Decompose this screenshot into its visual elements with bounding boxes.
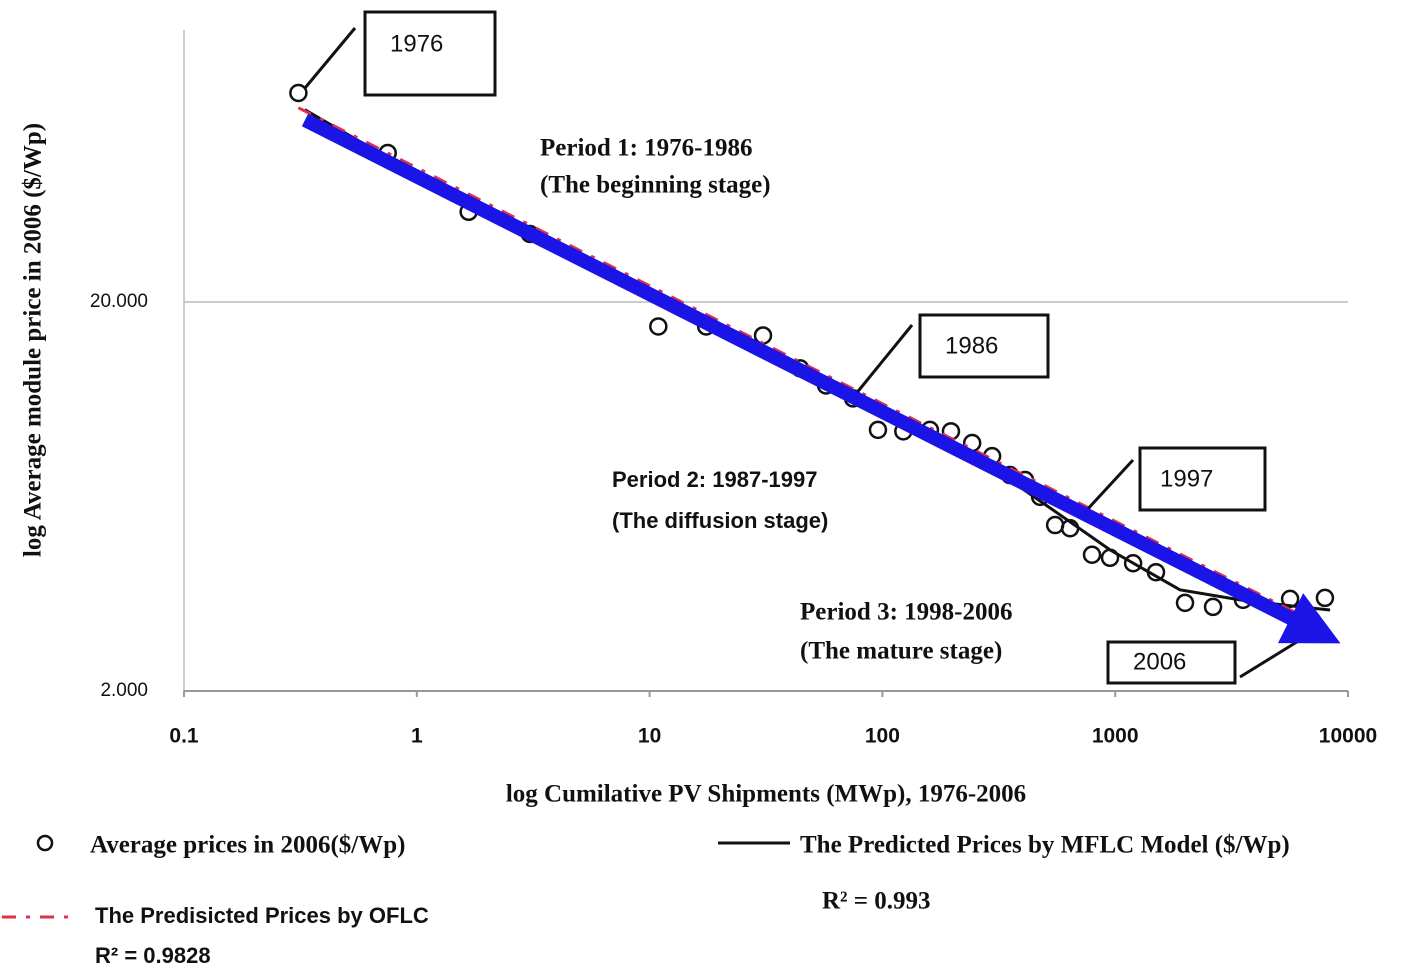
callout: 1997	[1083, 446, 1267, 514]
callout: 1986	[853, 313, 1050, 396]
x-tick-label: 1	[411, 725, 423, 748]
callout: 2006	[1106, 638, 1301, 685]
r-squared: R² = 0.9828	[95, 943, 211, 968]
data-point	[1045, 515, 1065, 535]
legend-label: Average prices in 2006($/Wp)	[90, 832, 405, 859]
line-series	[297, 106, 1331, 632]
x-tick-label: 1000	[1092, 725, 1139, 748]
callout-label: 1986	[945, 332, 998, 359]
callout-label: 1976	[390, 30, 443, 57]
data-point	[649, 317, 668, 336]
y-tick-label: 20.000	[90, 291, 148, 312]
data-point	[1315, 588, 1335, 608]
data-point	[1175, 593, 1195, 613]
period-subtitle: (The mature stage)	[800, 638, 1002, 665]
data-point	[1082, 545, 1102, 564]
data-point	[868, 420, 888, 440]
x-tick-label: 100	[865, 725, 900, 748]
period-title: Period 3: 1998-2006	[800, 599, 1012, 626]
legend-marker	[36, 834, 54, 852]
legend-label: The Predisicted Prices by OFLC	[95, 903, 429, 928]
data-point	[289, 83, 308, 103]
period-subtitle: (The beginning stage)	[540, 172, 771, 199]
line-series	[303, 108, 1331, 612]
legend: Average prices in 2006($/Wp) The Predict…	[2, 832, 1290, 968]
r-squared: R² = 0.993	[822, 888, 931, 915]
y-axis-title: log Average module price in 2006 ($/Wp)	[20, 123, 47, 557]
y-tick-label: 2.000	[100, 680, 148, 701]
x-tick-label: 10	[638, 725, 661, 748]
x-tick-label: 10000	[1319, 725, 1377, 748]
callout-label: 2006	[1133, 648, 1186, 675]
x-axis-title: log Cumilative PV Shipments (MWp), 1976-…	[506, 781, 1026, 808]
x-tick-label: 0.1	[169, 725, 199, 748]
callout-label: 1997	[1160, 465, 1213, 492]
callout: 1976	[303, 10, 497, 97]
data-point	[1123, 553, 1143, 573]
period-subtitle: (The diffusion stage)	[612, 508, 828, 533]
period-title: Period 2: 1987-1997	[612, 467, 817, 492]
trend-arrow	[301, 113, 1341, 644]
data-point	[1203, 597, 1223, 617]
legend-label: The Predicted Prices by MFLC Model ($/Wp…	[800, 832, 1290, 859]
period-title: Period 1: 1976-1986	[540, 135, 752, 162]
